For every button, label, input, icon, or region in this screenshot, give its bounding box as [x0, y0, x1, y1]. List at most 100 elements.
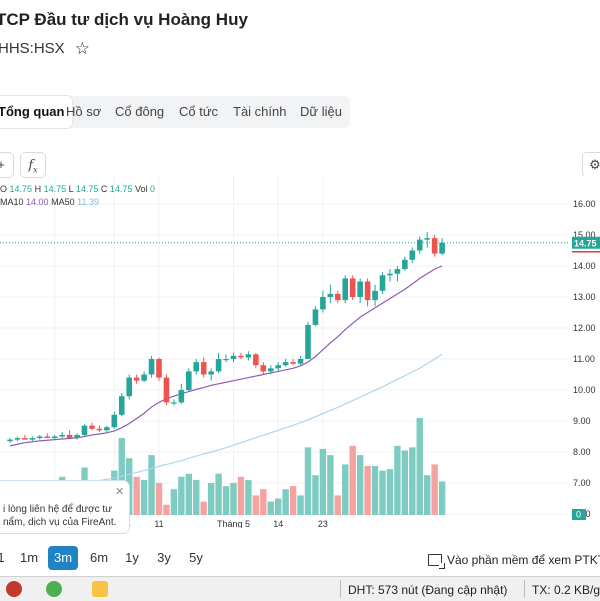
volume-bar	[297, 495, 304, 515]
candle-body	[186, 371, 192, 390]
candle-body	[379, 275, 386, 291]
candle-body	[439, 242, 445, 254]
utorrent-icon[interactable]	[46, 581, 62, 597]
candle-body	[238, 355, 244, 358]
volume-bar	[200, 501, 207, 515]
close-icon[interactable]: ✕	[115, 486, 125, 498]
volume-bar	[349, 445, 356, 515]
candle-body	[364, 281, 371, 301]
candle-body	[387, 273, 393, 276]
settings-button[interactable]: ⚙	[582, 152, 600, 178]
range-5y[interactable]: 5y	[189, 550, 203, 565]
y-tick-label: 14.00	[573, 261, 596, 271]
x-tick-label: Tháng 5	[217, 519, 250, 528]
candle-body	[431, 238, 438, 254]
candle-body	[260, 365, 267, 372]
volume-bar	[379, 470, 386, 515]
star-icon[interactable]: ☆	[74, 39, 90, 58]
volume-bar	[289, 486, 297, 515]
volume-bar	[275, 498, 282, 515]
candle-body	[290, 362, 296, 364]
candle-body	[29, 438, 36, 440]
range-1y[interactable]: 1y	[125, 550, 139, 565]
candle-body	[297, 359, 304, 364]
page-title: TCP Đầu tư dịch vụ Hoàng Huy	[0, 10, 248, 29]
candle-body	[141, 374, 147, 381]
volume-bar	[193, 479, 200, 515]
volume-bar	[148, 455, 155, 515]
range-3y[interactable]: 3y	[157, 550, 171, 565]
gear-icon: ⚙	[589, 157, 600, 172]
range-6m[interactable]: 6m	[89, 550, 109, 565]
candle-body	[327, 293, 334, 297]
range-1d[interactable]: 1	[0, 550, 5, 565]
x-tick-label: 14	[273, 519, 283, 528]
volume-bar	[327, 455, 334, 515]
volume-bar	[304, 447, 312, 515]
contact-popup-text: i lòng liên hệ để được tư nẩm, dịch vụ c…	[3, 504, 117, 528]
candle-body	[96, 428, 103, 431]
candle-body	[51, 436, 58, 439]
candle-body	[118, 396, 125, 415]
volume-bar	[356, 455, 364, 515]
volume-bar	[334, 495, 341, 515]
volume-bar	[416, 417, 423, 515]
volume-label: 0	[576, 510, 581, 520]
volume-bar	[267, 501, 274, 515]
tab-shareholders[interactable]: Cổ đông	[115, 104, 165, 119]
chart-tool-button[interactable]: +	[0, 152, 14, 178]
candle-body	[111, 414, 118, 428]
tab-profile[interactable]: Hồ sơ	[66, 104, 102, 119]
candle-body	[14, 438, 21, 440]
taskbar: DHT: 573 nút (Đang cập nhật) TX: 0.2 KB/…	[0, 576, 600, 601]
contact-popup: i lòng liên hệ để được tư nẩm, dịch vụ c…	[0, 480, 130, 534]
external-window-icon	[428, 554, 445, 569]
tab-bar: Tổng quan Hồ sơ Cổ đông Cổ tức Tài chính…	[0, 96, 350, 128]
candle-body	[148, 359, 155, 375]
candle-body	[416, 239, 423, 251]
volume-bar	[371, 465, 379, 515]
candle-body	[104, 427, 110, 431]
candle-body	[320, 297, 326, 310]
price-chart[interactable]: 16.00 15.00 14.00 13.00 12.00 11.00 10.00 9.00 8…	[0, 176, 600, 528]
folder-icon[interactable]	[92, 581, 108, 597]
volume-bar	[140, 479, 148, 515]
tab-financials[interactable]: Tài chính	[233, 104, 287, 119]
range-1m[interactable]: 1m	[19, 550, 39, 565]
candle-body	[223, 359, 229, 361]
candle-body	[312, 309, 319, 325]
volume-badge	[572, 509, 586, 520]
volume-bar	[394, 445, 401, 515]
volume-bar	[237, 476, 245, 515]
tx-status: TX: 0.2 KB/g	[532, 583, 600, 597]
candle-body	[200, 362, 207, 375]
indicator-button[interactable]: fx	[20, 152, 46, 178]
volume-bar	[230, 483, 237, 515]
tab-dividends[interactable]: Cổ tức	[179, 104, 219, 119]
tab-overview[interactable]: Tổng quan	[0, 96, 73, 128]
volume-bar	[401, 450, 409, 515]
candle-body	[394, 269, 401, 274]
candle-body	[335, 293, 341, 301]
volume-bar	[155, 483, 163, 515]
volume-bar	[409, 447, 416, 515]
y-tick-label: 12.00	[573, 323, 596, 333]
candle-body	[37, 436, 43, 439]
app-icon-red[interactable]	[6, 581, 22, 597]
volume-bar	[133, 476, 140, 515]
volume-bar	[207, 483, 215, 515]
volume-bar	[319, 448, 327, 515]
volume-bar	[252, 495, 260, 515]
fx-icon: fx	[28, 158, 38, 175]
candle-body	[267, 368, 274, 372]
candle-body	[342, 278, 349, 301]
tab-data[interactable]: Dữ liệu	[300, 104, 342, 119]
range-3m[interactable]: 3m	[48, 546, 78, 570]
candle-body	[424, 238, 430, 240]
candle-body	[409, 250, 416, 260]
ticker-label: HHS:HSX	[0, 40, 65, 57]
volume-bar	[260, 489, 267, 515]
y-tick-label: 13.00	[573, 292, 596, 302]
open-ptkt-link[interactable]: Vào phần mềm để xem PTKT	[428, 553, 600, 569]
last-price-label: 14.75	[574, 238, 597, 248]
